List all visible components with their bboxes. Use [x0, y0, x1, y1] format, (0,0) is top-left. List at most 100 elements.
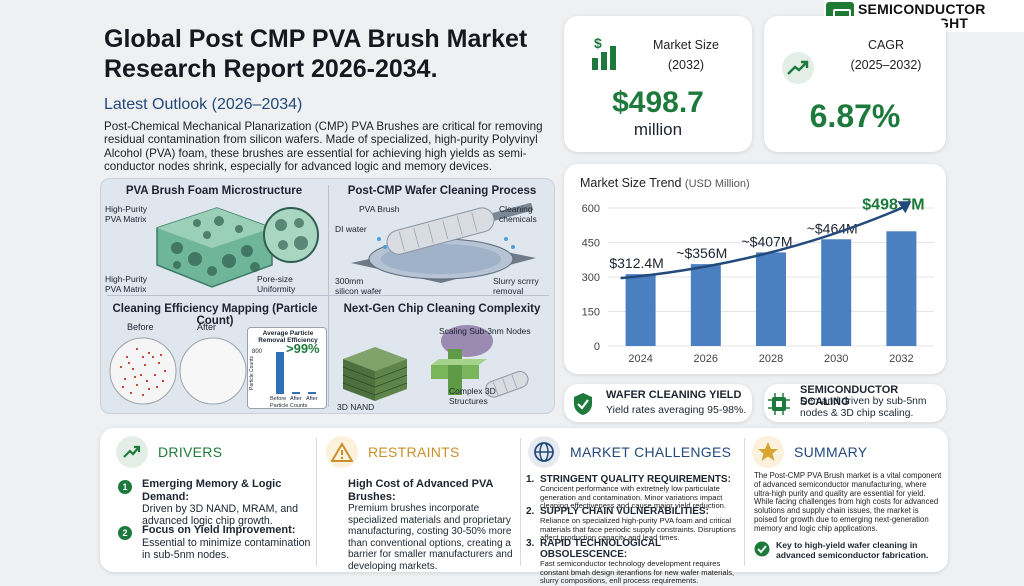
drivers-heading: DRIVERS	[158, 444, 223, 460]
clean-label-slurry: Slurry scrrry removal	[493, 276, 539, 296]
restraints-heading: RESTRAINTS	[368, 444, 460, 460]
trend-up-icon	[116, 436, 148, 468]
efficiency-bar-after1	[292, 392, 300, 394]
y-tick-label: 150	[582, 307, 600, 319]
data-label: ~$407M	[742, 233, 793, 249]
svg-text:$: $	[594, 36, 602, 51]
x-tick-label: 2030	[824, 353, 848, 365]
challenges-header: MARKET CHALLENGES	[528, 436, 731, 468]
trend-arrow-head	[897, 201, 912, 214]
x-tick-label: 2028	[759, 353, 783, 365]
cagr-period: (2025–2032)	[850, 58, 922, 72]
market-size-card: $ Market Size (2032) $498.7 million	[564, 16, 752, 152]
globe-icon	[528, 436, 560, 468]
summary-key-text: Key to high-yield wafer cleaning in adva…	[776, 540, 929, 560]
efficiency-inset-before: Before	[270, 396, 287, 402]
driver-text-2: Essential to minimize contamination in s…	[142, 536, 311, 561]
x-tick-label: 2026	[694, 353, 718, 365]
restraint-title: High Cost of Advanced PVA Brushes:	[348, 478, 494, 503]
chart-bar	[690, 264, 721, 346]
efficiency-inset-ylabel: Particle Counts	[249, 356, 255, 390]
challenge-title-3: RAPID TECHNOLOGICAL OBSOLESCENCE:	[540, 538, 661, 560]
illustration-panel: PVA Brush Foam Microstructure High-Purit…	[100, 178, 555, 414]
check-circle-icon	[754, 541, 770, 557]
wafer-yield-text: Yield rates averaging 95-98%.	[606, 404, 747, 416]
wafer-cleaning-illustration	[351, 203, 536, 283]
clean-label-di-water: DI water	[335, 224, 367, 234]
efficiency-bar-after2	[308, 392, 316, 394]
driver-title-1: Emerging Memory & Logic Demand:	[142, 478, 282, 503]
chart-bar	[821, 239, 852, 346]
x-tick-label: 2032	[889, 353, 913, 365]
logo-line1: SEMICONDUCTOR	[858, 1, 986, 17]
challenge-item-1: 1. STRINGENT QUALITY REQUIREMENTS: Conci…	[526, 474, 740, 511]
pore-magnifier-illustration	[263, 207, 319, 263]
chart-bar	[625, 274, 656, 346]
chart-bar	[756, 252, 786, 346]
challenge-title-2: SUPPLY CHAIN VULNERABILITIES:	[540, 506, 709, 517]
scaling-text: Demand driven by sub-5nm nodes & 3D chip…	[800, 396, 927, 419]
summary-header: SUMMARY	[752, 436, 867, 468]
challenge-text-3: Fast semiconductor technology developmen…	[540, 559, 735, 586]
market-size-label: Market Size	[653, 38, 719, 52]
cagr-card: CAGR (2025–2032) 6.87%	[764, 16, 946, 152]
market-trend-chart-card: Market Size Trend (USD Million) 0 150 300 4…	[564, 164, 946, 374]
challenge-number-2: 2.	[526, 506, 535, 517]
market-trend-chart: 0 150 300 450 600 2024 $312.4M 2026 ~$356M 2028 ~$…	[582, 196, 934, 365]
nextgen-label-3d: Complex 3D Structures	[449, 386, 496, 406]
cagr-label: CAGR	[867, 38, 905, 52]
efficiency-inset-value: >99%	[286, 341, 320, 356]
efficiency-inset-after1: After	[290, 396, 302, 402]
challenge-item-3: 3. RAPID TECHNOLOGICAL OBSOLESCENCE: Fas…	[526, 538, 740, 586]
trend-arrow-line	[620, 206, 904, 280]
efficiency-inset-xlabel: Particle Counts	[270, 403, 308, 409]
wafer-yield-title: WAFER CLEANING YIELD	[606, 389, 742, 401]
clean-label-brush: PVA Brush	[359, 204, 400, 214]
efficiency-inset-after2: After	[306, 396, 318, 402]
driver-item-2: 2 Focus on Yield Improvement: Essential …	[118, 524, 314, 561]
summary-key-point: Key to high-yield wafer cleaning in adva…	[754, 540, 944, 560]
efficiency-inset-title: Average Particle Removal Efficiency	[258, 330, 318, 344]
data-label: ~$464M	[807, 220, 858, 236]
summary-text: The Post-CMP PVA Brush market is a vital…	[754, 471, 942, 533]
market-size-period: (2032)	[667, 58, 705, 72]
foam-label-matrix-bottom: High-Purity PVA Matrix	[105, 274, 148, 294]
chart-title: Market Size Trend	[580, 176, 682, 190]
clean-label-wafer: 300mm silicon wafer	[335, 276, 382, 296]
driver-text-1: Driven by 3D NAND, MRAM, and advanced lo…	[142, 503, 299, 528]
foam-label-pore: Pore-size Uniformity	[257, 274, 296, 294]
chart-bar	[886, 231, 917, 346]
foam-structure-illustration	[156, 207, 273, 288]
efficiency-after-label: After	[197, 322, 217, 332]
semiconductor-scaling-card: SEMICONDUCTOR SCALING Demand driven by s…	[764, 384, 946, 422]
driver-number-1: 1	[118, 480, 132, 494]
drivers-header: DRIVERS	[116, 436, 222, 468]
nextgen-panel-title: Next-Gen Chip Cleaning Complexity	[343, 303, 541, 315]
cagr-value: 6.87%	[809, 98, 901, 134]
data-label: $498.7M	[862, 196, 924, 213]
y-tick-label: 300	[582, 272, 600, 284]
foam-panel-title: PVA Brush Foam Microstructure	[125, 185, 303, 197]
efficiency-panel-title: Cleaning Efficiency Mapping (Particle Co…	[112, 303, 318, 327]
x-tick-label: 2024	[628, 353, 652, 365]
nextgen-label-nand: 3D NAND	[337, 402, 375, 412]
chart-unit-label: (USD Million)	[684, 178, 750, 190]
efficiency-bar-before	[276, 352, 284, 394]
challenge-item-2: 2. SUPPLY CHAIN VULNERABILITIES: Relianc…	[526, 506, 740, 543]
foam-label-matrix-top: High-Purity PVA Matrix	[105, 204, 148, 224]
driver-title-2: Focus on Yield Improvement:	[142, 524, 296, 536]
wafer-particle-maps	[109, 337, 247, 405]
efficiency-inset-chart: Average Particle Removal Efficiency 800 …	[247, 327, 327, 409]
summary-heading: SUMMARY	[794, 444, 868, 460]
driver-item-1: 1 Emerging Memory & Logic Demand: Driven…	[118, 478, 314, 528]
scaling-title: SEMICONDUCTOR SCALING	[800, 384, 899, 408]
challenge-number-1: 1.	[526, 474, 535, 485]
shield-check-icon	[574, 393, 592, 415]
market-size-value: $498.7	[612, 86, 704, 119]
star-icon	[752, 436, 784, 468]
restraint-item: High Cost of Advanced PVA Brushes: Premi…	[348, 478, 514, 572]
challenges-heading: MARKET CHALLENGES	[570, 444, 732, 460]
challenge-title-1: STRINGENT QUALITY REQUIREMENTS:	[540, 474, 731, 485]
clean-label-chemicals: Cleaning chemicals	[499, 204, 537, 224]
nextgen-label-nodes: Scaling Sub-3nm Nodes	[439, 326, 531, 336]
